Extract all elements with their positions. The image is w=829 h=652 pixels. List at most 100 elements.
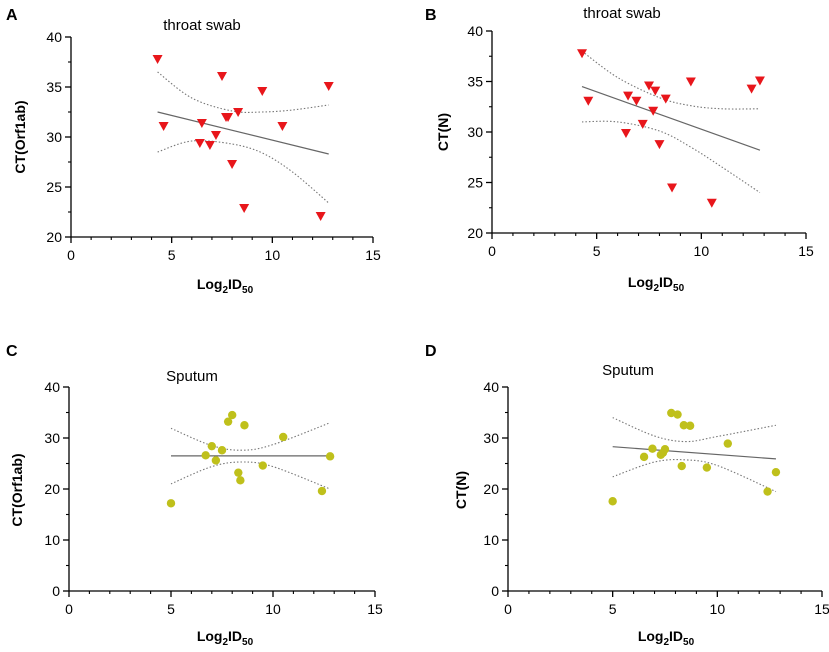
panel-a-title: throat swab [163,17,241,34]
y-tick-label: 10 [483,532,499,548]
y-tick-label: 10 [44,532,60,548]
x-tick-label: 0 [67,247,75,263]
data-point [152,55,163,64]
data-point [196,119,207,128]
data-point [771,467,781,477]
panel-b: B throat swab 20 25 30 35 40 0 5 10 15 CT(N) Log… [425,5,814,294]
y-tick-label: 40 [46,29,62,45]
data-point [207,441,216,451]
data-point [240,421,249,430]
data-point [648,106,659,116]
panel-b-x-axis-label: Log2ID50 [628,274,685,294]
data-point [685,77,696,87]
panel-letter-a: A [6,7,18,24]
x-tick-label: 10 [265,601,281,617]
data-point [702,463,712,472]
data-point [279,432,288,442]
panel-c-title: Sputum [166,368,218,385]
data-point [706,198,717,208]
x-tick-label: 15 [814,601,829,617]
y-tick-label: 30 [46,129,62,145]
x-tick-label: 5 [609,601,617,617]
data-point [201,451,210,460]
ci-lower-curve [170,461,331,490]
data-point [258,461,267,470]
panel-d-plot-area: 0 10 20 30 40 0 5 10 15 [483,379,829,617]
data-point [236,476,245,485]
y-tick-label: 20 [467,225,483,241]
x-tick-label: 10 [265,247,281,263]
data-point [667,183,678,193]
data-point [673,410,682,419]
panel-d-y-axis-label: CT(N) [453,471,469,509]
x-tick-label: 5 [168,247,176,263]
y-tick-label: 0 [52,583,60,599]
panel-d-title: Sputum [602,362,654,379]
y-tick-label: 0 [491,583,499,599]
panel-a-y-axis-label: CT(Orf1ab) [12,100,28,173]
data-point [650,86,661,96]
data-point [317,486,327,496]
y-tick-label: 30 [483,430,499,446]
data-point [660,445,670,454]
x-tick-label: 5 [167,601,175,617]
x-tick-label: 10 [710,601,726,617]
data-point [166,499,176,508]
y-tick-label: 20 [44,481,60,497]
data-point [239,204,250,213]
x-tick-label: 0 [504,601,512,617]
data-point [654,140,665,150]
data-point [667,408,676,418]
data-point [211,456,221,465]
y-tick-label: 30 [467,124,483,140]
data-point [217,72,227,81]
y-tick-label: 25 [46,179,62,195]
panel-b-y-axis-label: CT(N) [435,113,451,151]
panel-a: A throat swab 20 25 30 35 40 0 5 10 15 CT(Orf1ab… [6,7,381,296]
y-tick-label: 35 [467,74,483,90]
data-point [194,139,205,148]
panel-c-y-axis-label: CT(Orf1ab) [9,453,25,526]
regression-line [581,85,761,151]
regression-line [157,111,329,155]
data-point [623,91,634,101]
data-point [648,444,657,453]
data-point [227,160,238,169]
data-point [639,452,649,462]
data-point [210,131,221,140]
x-tick-label: 15 [365,247,381,263]
panel-letter-b: B [425,7,437,24]
panel-a-plot-area: 20 25 30 35 40 0 5 10 15 [46,29,381,263]
data-point [679,421,689,430]
panel-c-plot-area: 0 10 20 30 40 0 5 10 15 [44,379,383,617]
x-tick-label: 0 [488,243,496,259]
data-point [158,122,169,131]
panel-d: D Sputum 0 10 20 30 40 0 5 10 15 CT(N) Log2ID50 [425,343,829,648]
x-tick-label: 5 [593,243,601,259]
data-point [577,49,588,59]
data-point [233,108,244,117]
data-point [660,94,671,104]
y-tick-label: 25 [467,175,483,191]
data-point [315,212,326,221]
ci-lower-curve [157,140,330,204]
ci-lower-curve [612,459,777,493]
data-point [223,113,234,122]
panel-d-x-axis-label: Log2ID50 [638,628,695,648]
regression-line [612,446,776,460]
data-point [223,417,233,426]
panel-c: C Sputum 0 10 20 30 40 0 5 10 15 CT(Orf1ab) Log2… [6,343,383,648]
data-point [323,82,334,91]
data-point [204,141,215,150]
x-tick-label: 10 [694,243,710,259]
x-tick-label: 15 [798,243,814,259]
data-point [583,96,594,106]
ci-lower-curve [581,120,761,194]
data-point [620,129,631,139]
panel-letter-d: D [425,343,437,360]
data-point [754,76,765,86]
ci-upper-curve [157,71,329,113]
data-point [631,96,642,106]
y-tick-label: 30 [44,430,60,446]
